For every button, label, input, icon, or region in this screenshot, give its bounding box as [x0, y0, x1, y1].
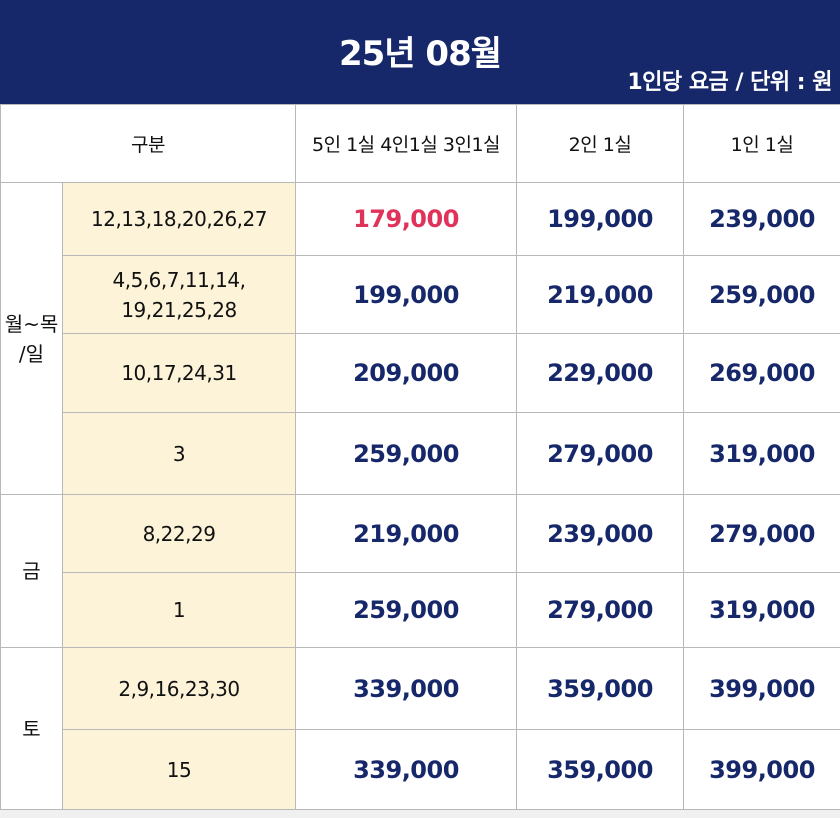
column-header-5-4-3-person: 5인 1실 4인1실 3인1실 [295, 104, 517, 183]
group-label-line: /일 [18, 341, 45, 366]
column-header-category: 구분 [0, 104, 296, 183]
group-label-line: 금 [22, 559, 41, 583]
price-header: 25년 08월 1인당 요금 / 단위 : 원 [0, 0, 840, 104]
dates-text: 2,9,16,23,30 [118, 676, 240, 701]
dates-text: 4,5,6,7,11,14, [112, 267, 246, 292]
group-label-line: 월~목 [4, 311, 59, 336]
price-cell: 239,000 [516, 494, 684, 573]
dates-cell: 10,17,24,31 [62, 333, 296, 413]
price-cell: 209,000 [295, 333, 517, 413]
column-header-1-person: 1인 1실 [683, 104, 840, 183]
table-row: 금 8,22,29 219,000 239,000 279,000 [0, 494, 840, 648]
dates-text: 15 [166, 757, 192, 782]
dates-text: 10,17,24,31 [121, 361, 237, 385]
price-cell: 399,000 [683, 647, 840, 730]
table-row: 3 259,000 279,000 319,000 [1, 412, 840, 495]
price-cell: 199,000 [295, 255, 517, 334]
price-cell: 339,000 [295, 647, 517, 730]
dates-text: 8,22,29 [142, 521, 216, 546]
dates-text: 12,13,18,20,26,27 [91, 207, 267, 231]
price-cell: 229,000 [516, 333, 684, 413]
table-row: 토 2,9,16,23,30 339,000 359,000 399,000 [0, 647, 840, 810]
price-cell: 319,000 [683, 412, 840, 495]
dates-text: 3 [172, 441, 186, 466]
price-cell: 359,000 [516, 729, 684, 810]
table-row: 4,5,6,7,11,14, 19,21,25,28 199,000 219,0… [1, 255, 840, 334]
page-title: 25년 08월 [338, 34, 502, 74]
price-cell: 269,000 [683, 333, 840, 413]
unit-note: 1인당 요금 / 단위 : 원 [627, 70, 832, 95]
dates-cell: 1 [62, 572, 296, 648]
price-cell: 239,000 [683, 182, 840, 256]
column-header-2-person: 2인 1실 [516, 104, 684, 183]
price-cell: 399,000 [683, 729, 840, 810]
dates-cell: 15 [62, 729, 296, 810]
group-label-friday: 금 [0, 494, 63, 648]
price-cell: 259,000 [295, 572, 517, 648]
group-label-weekday: 월~목 /일 [0, 182, 63, 495]
dates-cell: 3 [62, 412, 296, 495]
price-cell: 259,000 [683, 255, 840, 334]
price-cell: 279,000 [683, 494, 840, 573]
table-row: 10,17,24,31 209,000 229,000 269,000 [1, 333, 840, 413]
table-row: 월~목 /일 12,13,18,20,26,27 179,000 199,000… [0, 182, 840, 495]
group-label-saturday: 토 [0, 647, 63, 810]
price-table: 구분 5인 1실 4인1실 3인1실 2인 1실 1인 1실 월~목 /일 12… [0, 104, 840, 810]
price-cell: 279,000 [516, 572, 684, 648]
table-header-row: 구분 5인 1실 4인1실 3인1실 2인 1실 1인 1실 [0, 104, 840, 183]
price-cell: 219,000 [295, 494, 517, 573]
price-cell: 219,000 [516, 255, 684, 334]
price-cell-highlight: 179,000 [295, 182, 517, 256]
dates-text: 19,21,25,28 [121, 297, 237, 322]
price-cell: 199,000 [516, 182, 684, 256]
price-cell: 319,000 [683, 572, 840, 648]
table-row: 15 339,000 359,000 399,000 [1, 729, 840, 810]
dates-cell: 4,5,6,7,11,14, 19,21,25,28 [62, 255, 296, 334]
price-cell: 279,000 [516, 412, 684, 495]
dates-text: 1 [172, 598, 186, 622]
price-cell: 259,000 [295, 412, 517, 495]
price-cell: 339,000 [295, 729, 517, 810]
price-cell: 359,000 [516, 647, 684, 730]
dates-cell: 8,22,29 [62, 494, 296, 573]
dates-cell: 2,9,16,23,30 [62, 647, 296, 730]
dates-cell: 12,13,18,20,26,27 [62, 182, 296, 256]
group-label-line: 토 [22, 716, 41, 741]
table-row: 1 259,000 279,000 319,000 [1, 572, 840, 648]
